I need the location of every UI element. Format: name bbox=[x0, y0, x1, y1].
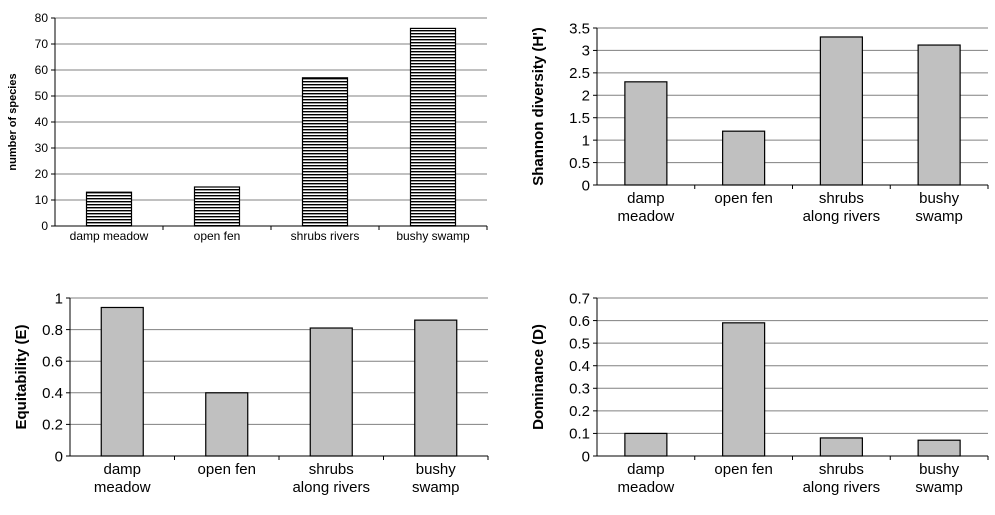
y-tick-label: 0.4 bbox=[42, 385, 63, 402]
y-tick-label: 30 bbox=[35, 141, 49, 155]
y-axis-label: Equitability (E) bbox=[13, 324, 30, 429]
y-tick-label: 80 bbox=[35, 11, 49, 25]
bar bbox=[100, 306, 144, 457]
bar bbox=[301, 77, 349, 227]
y-axis-label: number of species bbox=[7, 73, 19, 170]
x-tick-label: bushy swamp bbox=[915, 461, 963, 496]
y-tick-label: 0.1 bbox=[569, 426, 590, 443]
y-tick-label: 20 bbox=[35, 167, 49, 181]
bar bbox=[309, 327, 353, 457]
x-tick-label: shrubs along rivers bbox=[292, 461, 370, 496]
y-tick-label: 10 bbox=[35, 193, 49, 207]
chart-1: 0 10 20 30 40 50 60 70 80 damp meadow open fen shru… bbox=[7, 11, 488, 243]
y-tick-label: 0 bbox=[41, 219, 48, 233]
x-tick-label: shrubs along rivers bbox=[803, 461, 881, 496]
y-axis-label: Dominance (D) bbox=[530, 324, 547, 430]
bar bbox=[917, 439, 961, 457]
y-tick-label: 1 bbox=[55, 290, 63, 307]
bar bbox=[193, 186, 241, 227]
bar bbox=[917, 44, 961, 186]
x-tick-label: open fen bbox=[194, 229, 241, 243]
y-tick-label: 0 bbox=[582, 177, 590, 194]
y-tick-label: 0.3 bbox=[569, 381, 590, 398]
y-tick-label: 50 bbox=[35, 89, 49, 103]
y-tick-label: 2 bbox=[582, 88, 590, 105]
bar bbox=[624, 432, 668, 457]
bar bbox=[624, 81, 668, 186]
y-axis-label: Shannon diversity (H') bbox=[530, 27, 547, 186]
x-tick-label: open fen bbox=[714, 461, 772, 478]
bar bbox=[819, 437, 863, 457]
y-tick-label: 1.5 bbox=[569, 110, 590, 127]
y-tick-label: 0.6 bbox=[42, 353, 63, 370]
bar bbox=[819, 36, 863, 186]
x-tick-label: bushy swamp bbox=[396, 229, 470, 243]
chart-3: 0 0.2 0.4 0.6 0.8 1 damp meadow open fen shrubs al… bbox=[13, 290, 489, 496]
y-tick-label: 0.8 bbox=[42, 322, 63, 339]
y-tick-label: 0 bbox=[55, 448, 63, 465]
x-tick-label: shrubs along rivers bbox=[803, 190, 881, 225]
y-tick-label: 40 bbox=[35, 115, 49, 129]
x-tick-label: damp meadow bbox=[94, 461, 151, 496]
bar bbox=[409, 27, 457, 227]
y-tick-label: 60 bbox=[35, 63, 49, 77]
x-tick-label: shrubs rivers bbox=[291, 229, 360, 243]
x-tick-label: bushy swamp bbox=[412, 461, 460, 496]
y-tick-label: 0 bbox=[582, 448, 590, 465]
bar bbox=[414, 319, 458, 457]
chart-4: 0 0.1 0.2 0.3 0.4 0.5 0.6 0.7 damp meadow open fen… bbox=[530, 290, 989, 496]
chart-2: 0 0.5 1 1.5 2 2.5 3 3.5 damp meadow open fen shrubs… bbox=[530, 20, 989, 225]
x-tick-label: damp meadow bbox=[618, 190, 675, 225]
x-tick-label: bushy swamp bbox=[915, 190, 963, 225]
bar bbox=[205, 392, 249, 457]
bar bbox=[85, 191, 133, 227]
x-tick-label: open fen bbox=[714, 190, 772, 207]
y-tick-label: 3.5 bbox=[569, 20, 590, 37]
y-tick-label: 0.2 bbox=[42, 417, 63, 434]
y-tick-label: 0.6 bbox=[569, 313, 590, 330]
y-tick-label: 0.5 bbox=[569, 155, 590, 172]
y-tick-label: 2.5 bbox=[569, 65, 590, 82]
y-tick-label: 0.5 bbox=[569, 335, 590, 352]
y-tick-label: 3 bbox=[582, 43, 590, 60]
x-tick-label: damp meadow bbox=[618, 461, 675, 496]
x-tick-label: open fen bbox=[198, 461, 256, 478]
x-tick-label: damp meadow bbox=[70, 229, 149, 243]
y-tick-label: 1 bbox=[582, 132, 590, 149]
y-tick-label: 70 bbox=[35, 37, 49, 51]
bar bbox=[722, 130, 766, 186]
y-tick-label: 0.2 bbox=[569, 403, 590, 420]
y-tick-label: 0.7 bbox=[569, 290, 590, 307]
bar bbox=[722, 322, 766, 457]
y-tick-label: 0.4 bbox=[569, 358, 590, 375]
